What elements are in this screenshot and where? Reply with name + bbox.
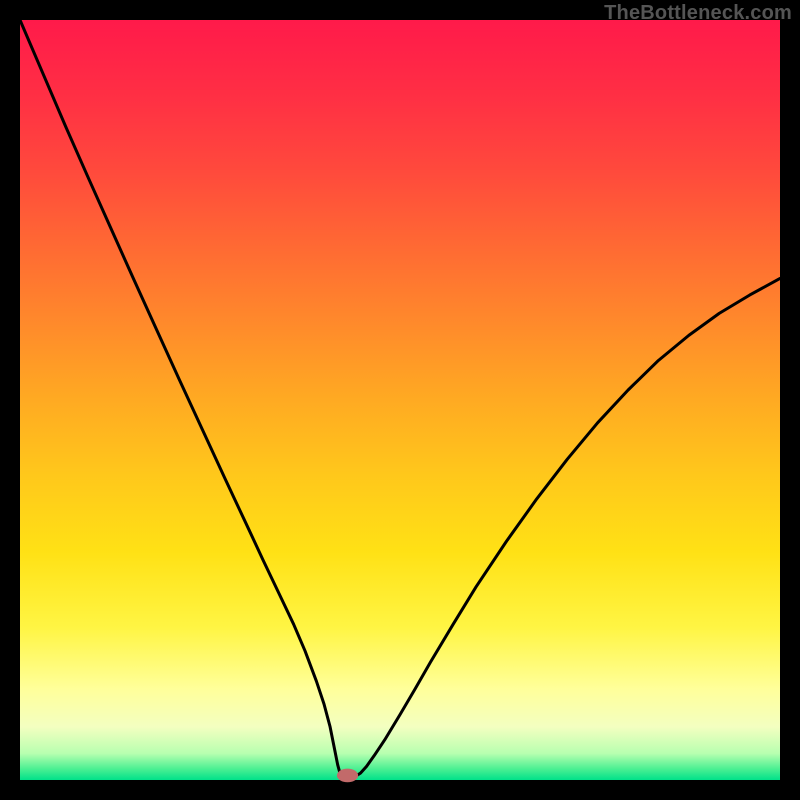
chart-svg xyxy=(0,0,800,800)
bottleneck-chart: TheBottleneck.com xyxy=(0,0,800,800)
optimal-point-marker xyxy=(337,769,358,783)
watermark-text: TheBottleneck.com xyxy=(604,2,792,25)
plot-background xyxy=(20,20,780,780)
